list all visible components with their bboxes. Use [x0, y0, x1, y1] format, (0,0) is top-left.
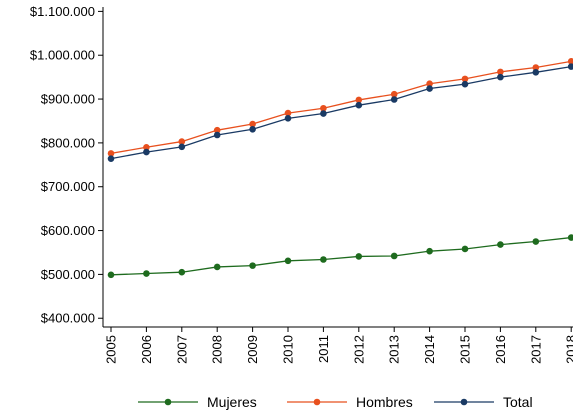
- x-tick-label: 2009: [245, 335, 260, 364]
- data-point-mujeres: [426, 247, 433, 255]
- data-point-mujeres: [567, 234, 573, 241]
- legend-swatch-marker: [164, 398, 172, 406]
- legend-swatch-marker: [313, 398, 321, 406]
- x-axis: 2005 2006 2007 2008 2009 2010 2011 2012 2013 2014…: [103, 326, 573, 364]
- y-tick-label: $400.000: [41, 311, 95, 326]
- data-point-mujeres: [532, 238, 540, 245]
- y-tick-label: $600.000: [41, 223, 95, 238]
- y-tick-label: $800.000: [41, 135, 95, 150]
- x-tick-label: 2017: [528, 335, 543, 364]
- y-tick-label: $700.000: [41, 179, 95, 194]
- series-line-total: [110, 65, 572, 160]
- x-tick-label: 2013: [387, 335, 402, 364]
- data-point-mujeres: [355, 253, 363, 260]
- x-tick-label: 2016: [493, 335, 508, 364]
- data-point-mujeres: [143, 270, 150, 277]
- data-point-hombres: [143, 143, 150, 151]
- data-point-total: [497, 73, 504, 81]
- data-point-mujeres: [320, 256, 327, 263]
- x-tick-label: 2011: [316, 335, 331, 363]
- data-point-hombres: [355, 96, 363, 104]
- legend-item-hombres: Hombres: [287, 394, 413, 410]
- legend-label-mujeres: Mujeres: [207, 394, 257, 410]
- data-point-total: [532, 69, 540, 76]
- data-point-hombres: [426, 80, 433, 88]
- x-tick-label: 2007: [174, 335, 189, 364]
- x-tick-label: 2018: [564, 335, 573, 364]
- legend-label-hombres: Hombres: [356, 394, 413, 410]
- x-tick-label: 2015: [458, 335, 473, 364]
- data-point-total: [567, 63, 573, 70]
- data-point-hombres: [320, 104, 327, 112]
- data-point-total: [426, 85, 433, 92]
- data-point-total: [107, 155, 115, 162]
- data-point-hombres: [532, 64, 540, 71]
- legend-swatch-marker: [460, 398, 468, 406]
- data-point-mujeres: [178, 268, 186, 276]
- data-point-mujeres: [461, 245, 469, 253]
- data-point-mujeres: [497, 241, 504, 248]
- data-point-total: [249, 126, 256, 133]
- y-tick-label: $500.000: [41, 267, 95, 282]
- data-point-total: [178, 143, 186, 151]
- y-tick-label: $900.000: [41, 92, 95, 107]
- data-point-mujeres: [249, 262, 256, 269]
- data-point-total: [284, 115, 292, 122]
- data-point-total: [355, 101, 363, 109]
- x-tick-label: 2014: [422, 335, 437, 364]
- x-tick-label: 2012: [351, 335, 366, 364]
- series-line-hombres: [110, 60, 572, 155]
- series-total: [107, 63, 573, 162]
- series-mujeres: [107, 234, 573, 279]
- legend-item-mujeres: Mujeres: [138, 394, 257, 410]
- data-point-total: [320, 110, 327, 117]
- data-point-hombres: [497, 68, 504, 76]
- y-axis: $400.000 $500.000 $600.000 $700.000 $800.000…: [30, 4, 104, 327]
- data-point-mujeres: [107, 271, 115, 279]
- data-point-hombres: [107, 150, 115, 157]
- data-point-hombres: [461, 75, 469, 83]
- data-point-total: [461, 80, 469, 88]
- legend: Mujeres Hombres Total: [138, 394, 533, 410]
- series-line-mujeres: [110, 236, 572, 276]
- data-point-hombres: [178, 138, 186, 145]
- data-point-hombres: [390, 90, 398, 98]
- y-tick-label: $1.000.000: [30, 48, 95, 63]
- x-tick-label: 2006: [139, 335, 154, 364]
- x-tick-label: 2010: [281, 335, 296, 364]
- data-point-hombres: [213, 126, 221, 134]
- x-tick-label: 2008: [210, 335, 225, 364]
- data-point-hombres: [249, 120, 256, 128]
- data-point-mujeres: [284, 257, 292, 265]
- x-tick-label: 2005: [104, 335, 119, 364]
- legend-item-total: Total: [434, 394, 533, 410]
- data-point-total: [213, 131, 221, 139]
- legend-label-total: Total: [503, 394, 533, 410]
- y-tick-label: $1.100.000: [30, 4, 95, 19]
- data-point-total: [390, 96, 398, 103]
- data-point-mujeres: [213, 263, 221, 271]
- data-point-mujeres: [390, 252, 398, 260]
- data-point-hombres: [284, 109, 292, 117]
- data-point-hombres: [567, 58, 573, 65]
- series-hombres: [107, 58, 573, 157]
- plot-series: [107, 58, 573, 279]
- data-point-total: [143, 148, 150, 156]
